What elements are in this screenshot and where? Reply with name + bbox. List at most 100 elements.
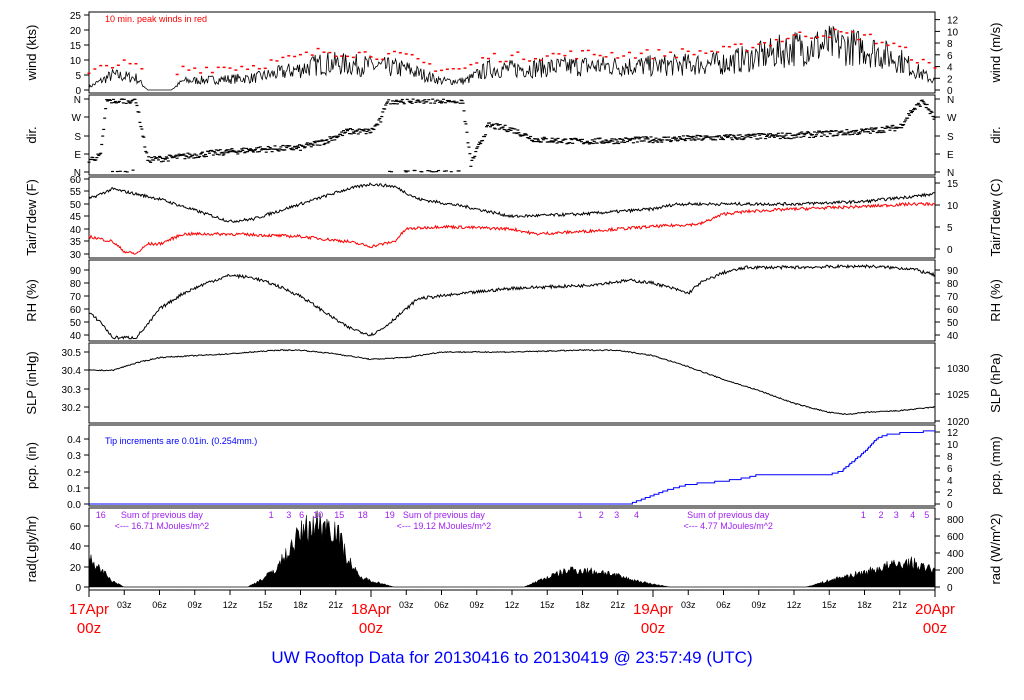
y-tick-label-right: 80 [947,279,959,290]
sun-hour-label: 2 [599,510,604,520]
y-tick-label: 30.2 [62,403,82,414]
precip-note: Tip increments are 0.01in. (0.254mm.) [105,436,257,446]
day-label: 20Apr [915,601,955,618]
sun-hour-label: 16 [96,510,106,520]
y-axis-label-right: SLP (hPa) [988,353,1003,413]
y-tick-label: 30.5 [62,348,82,359]
y-axis-label: SLP (inHg) [24,351,39,414]
y-tick-label: 15 [70,41,82,52]
x-tick-label: 09z [187,600,202,610]
daily-sum-heading: Sum of previous day [121,510,204,520]
y-tick-label: 60 [70,305,82,316]
x-tick-label: 21z [328,600,343,610]
y-tick-label-right: 10 [947,440,959,451]
y-tick-label-right: 6 [947,51,953,62]
x-tick-label: 03z [117,600,132,610]
temperature-tair-line [88,182,936,224]
radiation-frame [88,507,936,591]
sun-hour-label: 18 [358,510,368,520]
y-tick-label: 0 [75,86,81,97]
y-tick-label: 35 [70,237,82,248]
y-tick-label: 40 [70,542,82,553]
y-tick-label-right: 90 [947,266,959,277]
y-axis-label: rad(Lgly/hr) [24,516,39,582]
daily-sum-value: <--- 19.12 MJoules/m^2 [397,521,492,531]
y-tick-label-right: S [947,132,954,143]
y-tick-label-right: 2 [947,74,953,85]
y-tick-label: 30 [70,250,82,261]
y-tick-label-right: 6 [947,464,953,475]
y-tick-label: 50 [70,200,82,211]
day-time-label: 00z [641,620,665,637]
y-tick-label: 55 [70,187,82,198]
sun-hour-label: 19 [385,510,395,520]
y-axis-label: pcp. (in) [24,442,39,489]
x-tick-label: 09z [751,600,766,610]
sun-hour-label: 4 [910,510,915,520]
y-axis-label: Tair/Tdew (F) [24,179,39,256]
x-tick-label: 06z [716,600,731,610]
y-tick-label-right: W [947,113,957,124]
sea-level-pressure-frame [88,342,936,424]
y-tick-label-right: 8 [947,452,953,463]
y-tick-label-right: 400 [947,549,964,560]
temperature-frame [88,176,936,259]
sun-hour-label: 1 [861,510,866,520]
day-time-label: 00z [359,620,383,637]
x-tick-label: 06z [434,600,449,610]
y-tick-label: 30.3 [62,385,82,396]
sun-hour-label: 4 [634,510,639,520]
day-time-label: 00z [923,620,947,637]
sea-level-pressure-slp-line [88,349,936,416]
wind-speed-line [88,25,936,91]
y-tick-label-right: 60 [947,305,959,316]
y-tick-label: 80 [70,279,82,290]
daily-sum-heading: Sum of previous day [687,510,770,520]
x-tick-label: 18z [293,600,308,610]
y-tick-label: S [74,132,81,143]
y-tick-label: 0.3 [67,451,81,462]
y-tick-label-right: 0 [947,245,953,256]
sun-hour-label: 3 [894,510,899,520]
y-tick-label-right: E [947,150,954,161]
chart-title: UW Rooftop Data for 20130416 to 20130419… [271,648,753,667]
y-axis-label-right: Tair/Tdew (C) [988,178,1003,256]
x-tick-label: 12z [505,600,520,610]
y-tick-label-right: 0 [947,500,953,511]
y-tick-label: 10 [70,56,82,67]
y-tick-label: 20 [70,563,82,574]
daily-sum-heading: Sum of previous day [403,510,486,520]
relative-humidity-rh-line [88,263,936,340]
y-tick-label-right: 50 [947,318,959,329]
y-tick-label: 70 [70,292,82,303]
y-tick-label: W [72,113,82,124]
y-tick-label: 5 [75,71,81,82]
y-tick-label: 40 [70,225,82,236]
direction-frame [88,94,936,176]
y-axis-label: RH (%) [24,279,39,322]
y-tick-label-right: 4 [947,63,953,74]
y-tick-label-right: 200 [947,566,964,577]
x-tick-label: 09z [469,600,484,610]
y-tick-label-right: N [947,168,954,179]
y-tick-label-right: 15 [947,179,959,190]
y-tick-label: 20 [70,26,82,37]
y-tick-label: 0.0 [67,500,81,511]
y-tick-label-right: 40 [947,331,959,342]
y-tick-label: 25 [70,11,82,22]
y-axis-label-right: wind (m/s) [988,23,1003,84]
y-tick-label: N [74,95,81,106]
y-tick-label: 50 [70,318,82,329]
x-tick-label: 21z [892,600,907,610]
y-tick-label: 0 [75,583,81,594]
y-tick-label: 0.1 [67,484,81,495]
y-axis-label-right: RH (%) [988,279,1003,322]
x-tick-label: 15z [822,600,837,610]
y-tick-label-right: 10 [947,27,959,38]
y-tick-label: 30.4 [62,366,82,377]
x-tick-label: 12z [223,600,238,610]
y-tick-label-right: 10 [947,201,959,212]
y-tick-label-right: 12 [947,16,959,27]
y-tick-label-right: 4 [947,476,953,487]
